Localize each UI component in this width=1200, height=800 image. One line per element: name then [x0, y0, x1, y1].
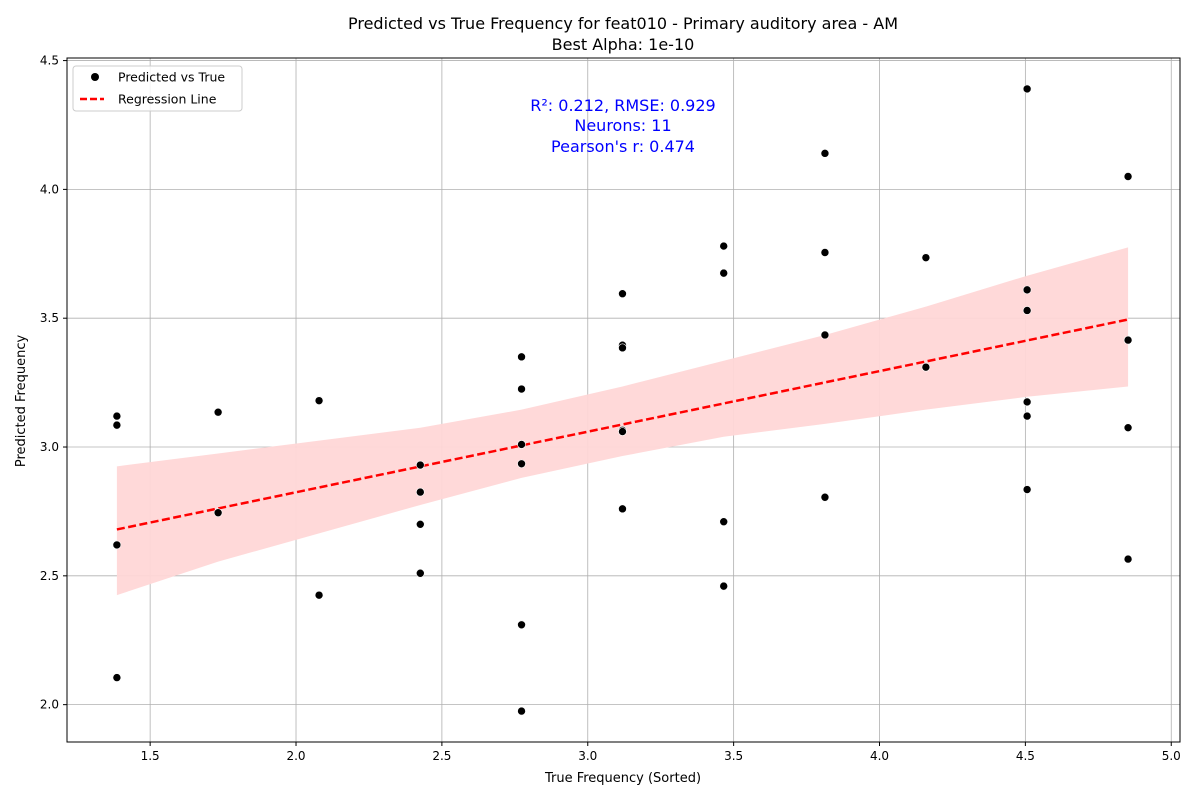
data-point [719, 241, 729, 251]
data-point [517, 459, 526, 469]
stats-neurons: Neurons: 11 [574, 116, 671, 135]
legend: Predicted vs True Regression Line [72, 65, 243, 112]
data-point [517, 352, 526, 362]
legend-box [72, 65, 243, 112]
data-point [416, 568, 425, 578]
y-tick-label: 2.0 [40, 698, 59, 712]
legend-label-regression: Regression Line [118, 92, 217, 107]
data-point [618, 289, 627, 299]
y-tick-label: 2.5 [40, 569, 59, 583]
data-point [1022, 397, 1032, 407]
data-point [921, 253, 931, 262]
x-axis-ticks: 1.5 2.0 2.5 3.0 3.5 4.0 4.5 5.0 [141, 742, 1181, 763]
x-tick-label: 4.5 [1016, 749, 1035, 763]
data-point [112, 420, 122, 430]
data-point [416, 487, 425, 497]
x-tick-label: 2.5 [432, 749, 451, 763]
stats-r2-rmse: R²: 0.212, RMSE: 0.929 [530, 96, 715, 115]
data-point [921, 362, 931, 372]
data-point [1123, 423, 1133, 432]
data-point [618, 427, 627, 436]
data-point [1123, 554, 1133, 564]
plot-frame [66, 57, 1181, 743]
data-point [1022, 306, 1032, 315]
data-point [1123, 335, 1133, 345]
data-point [1022, 485, 1032, 494]
data-point [112, 673, 122, 682]
x-tick-label: 5.0 [1162, 749, 1181, 763]
x-axis-label: True Frequency (Sorted) [544, 771, 701, 786]
confidence-band-layer [116, 247, 1129, 596]
y-tick-label: 3.5 [40, 311, 59, 325]
data-points [112, 84, 1133, 716]
x-tick-label: 3.5 [724, 749, 743, 763]
chart-title: Predicted vs True Frequency for feat010 … [348, 14, 898, 33]
data-point [820, 492, 830, 502]
data-point [416, 520, 425, 529]
data-point [112, 540, 122, 550]
x-tick-label: 3.0 [578, 749, 597, 763]
y-axis-label: Predicted Frequency [14, 335, 29, 468]
confidence-band [116, 247, 1129, 596]
y-tick-label: 4.0 [40, 182, 59, 196]
data-point [618, 343, 627, 353]
y-tick-label: 4.5 [40, 54, 59, 68]
data-point [618, 504, 627, 514]
x-tick-label: 1.5 [141, 749, 160, 763]
data-point [1123, 172, 1133, 181]
data-point [820, 330, 830, 340]
x-tick-label: 2.0 [286, 749, 305, 763]
stats-pearson: Pearson's r: 0.474 [551, 137, 695, 156]
data-point [820, 248, 830, 257]
legend-label-points: Predicted vs True [118, 70, 225, 85]
x-tick-label: 4.0 [870, 749, 889, 763]
data-point [213, 508, 223, 518]
data-point [1022, 411, 1032, 421]
data-point [719, 268, 729, 278]
data-point [1022, 84, 1032, 94]
y-tick-label: 3.0 [40, 440, 59, 454]
chart-subtitle: Best Alpha: 1e-10 [552, 35, 695, 54]
data-point [820, 149, 830, 158]
stats-annotation: R²: 0.212, RMSE: 0.929 Neurons: 11 Pears… [530, 96, 715, 156]
data-point [719, 581, 729, 591]
data-point [213, 407, 223, 417]
data-point [517, 620, 526, 630]
data-point [517, 440, 526, 449]
data-point [1022, 285, 1032, 295]
data-point [719, 517, 729, 527]
data-point [112, 411, 122, 421]
y-axis-ticks: 2.0 2.5 3.0 3.5 4.0 4.5 [40, 54, 67, 712]
data-point [314, 590, 324, 600]
data-point [416, 460, 425, 470]
legend-marker-points [91, 73, 99, 81]
data-point [517, 706, 526, 716]
data-point [517, 384, 526, 394]
data-point [314, 396, 324, 405]
